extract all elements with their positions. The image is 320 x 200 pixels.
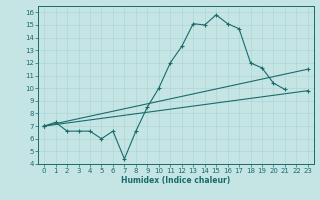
X-axis label: Humidex (Indice chaleur): Humidex (Indice chaleur) <box>121 176 231 185</box>
